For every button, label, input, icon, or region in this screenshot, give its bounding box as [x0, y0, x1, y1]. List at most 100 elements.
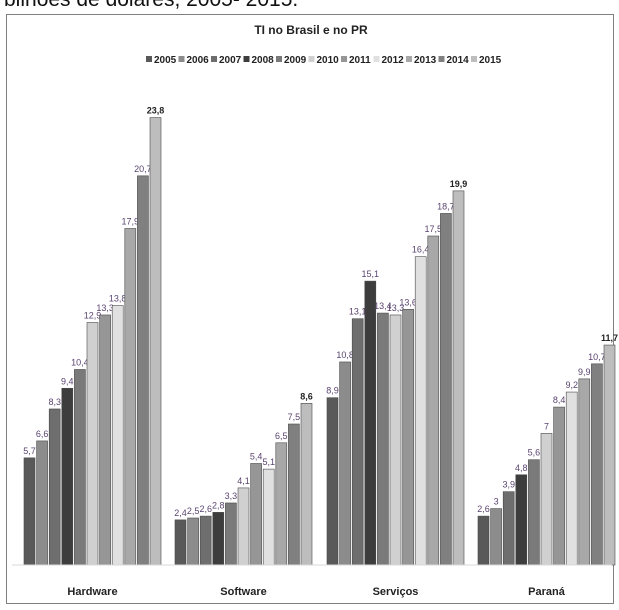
bar-paraná-2008 [515, 474, 528, 566]
legend-swatch-2011 [341, 56, 347, 62]
bar-hardware-2007 [48, 408, 61, 566]
bar-software-2014 [288, 423, 300, 566]
chart-title: TI no Brasil e no PR [254, 23, 368, 37]
value-label-software-2013: 6,5 [275, 431, 288, 441]
legend-label-2009: 2009 [284, 55, 307, 66]
bar-hardware-2008 [61, 387, 74, 566]
bar-hardware-2013 [124, 228, 137, 566]
legend-label-2012: 2012 [382, 55, 405, 66]
value-label-hardware-2015: 23,8 [147, 106, 165, 116]
value-label-hardware-2008: 9,4 [61, 376, 74, 386]
bar-software-2007 [199, 515, 212, 566]
bar-serviços-2009 [377, 312, 389, 566]
bar-software-2005 [174, 519, 187, 566]
value-label-hardware-2014: 20,7 [134, 164, 152, 174]
bar-hardware-2005 [23, 457, 36, 566]
value-label-serviços-2005: 8,9 [326, 386, 339, 396]
value-label-serviços-2007: 13,1 [349, 307, 367, 317]
value-label-serviços-2008: 15,1 [362, 269, 380, 279]
value-label-software-2005: 2,4 [174, 508, 187, 518]
value-label-hardware-2005: 5,7 [23, 446, 36, 456]
value-label-software-2006: 2,5 [187, 506, 200, 516]
category-label-serviços: Serviços [373, 586, 419, 598]
bar-software-2006 [187, 517, 199, 566]
bar-serviços-2014 [440, 213, 452, 566]
bar-paraná-2009 [528, 459, 540, 566]
legend-label-2008: 2008 [252, 55, 275, 66]
bar-serviços-2008 [364, 280, 377, 566]
legend-label-2005: 2005 [154, 55, 177, 66]
bar-paraná-2012 [565, 391, 578, 566]
bar-software-2015 [300, 403, 313, 566]
bar-serviços-2010 [389, 314, 402, 566]
bar-serviços-2013 [427, 235, 440, 566]
legend: 2005 2006 2007 2008 2009 2010 2011 2012 2013 2014… [146, 55, 502, 66]
value-label-hardware-2012: 13,8 [109, 294, 127, 304]
legend-label-2010: 2010 [317, 55, 340, 66]
legend-swatch-2012 [373, 56, 380, 62]
legend-swatch-2014 [438, 56, 445, 62]
legend-swatch-2007 [211, 56, 217, 62]
value-label-software-2008: 2,8 [212, 500, 225, 510]
legend-swatch-2005 [146, 56, 152, 62]
value-label-serviços-2013: 17,5 [425, 224, 443, 234]
bar-paraná-2006 [490, 508, 502, 566]
value-label-software-2014: 7,5 [288, 412, 301, 422]
value-label-serviços-2014: 18,7 [437, 201, 455, 211]
bar-serviços-2005 [326, 397, 339, 566]
value-label-hardware-2009: 10,4 [71, 357, 89, 367]
bar-serviços-2011 [402, 309, 414, 566]
bar-paraná-2013 [578, 378, 591, 566]
legend-label-2011: 2011 [349, 55, 371, 66]
bar-paraná-2010 [540, 433, 553, 566]
legend-swatch-2013 [406, 56, 412, 62]
bar-software-2008 [212, 512, 225, 566]
bar-paraná-2005 [477, 515, 490, 566]
bar-software-2009 [225, 502, 237, 566]
legend-label-2006: 2006 [187, 55, 210, 66]
value-label-software-2007: 2,6 [199, 504, 212, 514]
bar-paraná-2015 [603, 344, 616, 566]
value-label-hardware-2011: 13,3 [96, 303, 114, 313]
chart-frame [6, 14, 614, 604]
value-label-software-2012: 5,1 [262, 457, 275, 467]
legend-swatch-2006 [178, 56, 185, 62]
legend-label-2015: 2015 [479, 55, 502, 66]
bar-serviços-2006 [339, 361, 351, 566]
value-label-software-2015: 8,6 [300, 391, 313, 401]
value-label-paraná-2005: 2,6 [477, 504, 490, 514]
bar-paraná-2007 [502, 491, 515, 566]
legend-swatch-2008 [243, 56, 250, 62]
value-label-software-2011: 5,4 [250, 451, 263, 461]
bar-hardware-2014 [137, 175, 149, 566]
value-label-paraná-2006: 3 [494, 497, 499, 507]
value-label-serviços-2015: 19,9 [450, 179, 468, 189]
legend-label-2007: 2007 [219, 55, 242, 66]
legend-swatch-2015 [471, 56, 477, 62]
value-label-serviços-2010: 13,3 [387, 303, 405, 313]
bar-paraná-2011 [553, 406, 565, 566]
value-label-paraná-2009: 5,6 [528, 448, 541, 458]
value-label-serviços-2006: 10,8 [336, 350, 354, 360]
value-label-paraná-2012: 9,2 [565, 380, 578, 390]
bar-serviços-2007 [351, 318, 364, 566]
category-label-software: Software [220, 586, 266, 598]
bar-serviços-2012 [414, 256, 427, 566]
value-label-serviços-2009: 13,4 [374, 301, 392, 311]
bar-software-2011 [250, 463, 262, 566]
value-label-paraná-2010: 7 [544, 421, 549, 431]
bar-hardware-2009 [74, 369, 86, 566]
top-caption: bilhões de dólares, 2005- 2015. [4, 0, 298, 12]
value-label-paraná-2015: 11,7 [601, 333, 618, 343]
value-label-paraná-2013: 9,9 [578, 367, 591, 377]
value-label-hardware-2013: 17,9 [122, 216, 140, 226]
value-label-paraná-2014: 10,7 [588, 352, 606, 362]
legend-swatch-2009 [276, 56, 282, 62]
legend-swatch-2010 [308, 56, 315, 62]
bar-serviços-2015 [452, 190, 465, 566]
category-labels: Hardware Software Serviços Paraná [67, 586, 565, 598]
value-label-hardware-2007: 8,3 [48, 397, 61, 407]
bar-software-2013 [275, 442, 288, 566]
value-label-hardware-2010: 12,9 [84, 310, 102, 320]
category-label-paraná: Paraná [528, 586, 566, 598]
